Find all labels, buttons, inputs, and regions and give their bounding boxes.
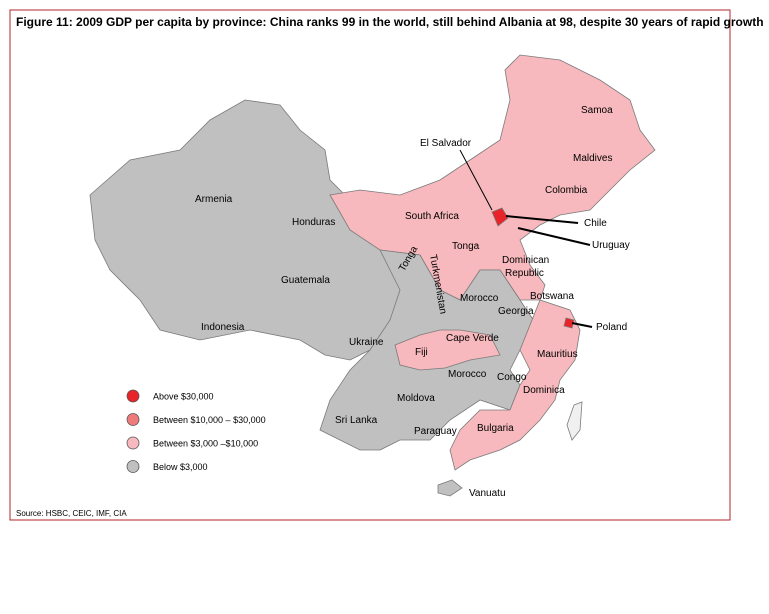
region-label: Tonga (452, 241, 480, 252)
arrow (517, 227, 591, 246)
source: Source: HSBC, CEIC, IMF, CIA (16, 509, 127, 518)
region-label: Paraguay (414, 426, 457, 437)
region-label: Armenia (195, 194, 233, 205)
region-label: Ukraine (349, 337, 384, 348)
region-shanghai (563, 317, 575, 329)
region-label: Mauritius (537, 349, 578, 360)
legend-label: Below $3,000 (153, 462, 208, 472)
region-label: Cape Verde (446, 333, 499, 344)
region-label: Moldova (397, 393, 435, 404)
region-label: Maldives (573, 153, 612, 164)
region-label: South Africa (405, 211, 459, 222)
arrow (505, 215, 579, 224)
region-label: Fiji (415, 347, 428, 358)
region-label: Congo (497, 372, 527, 383)
region-label: El Salvador (420, 138, 472, 149)
legend-label: Between $3,000 –$10,000 (153, 439, 258, 449)
region-yunnan-part (394, 329, 501, 371)
region-label: Guatemala (281, 275, 330, 286)
region-labels: Samoa Maldives Colombia El Salvador South Af… (195, 105, 630, 499)
region-label: Indonesia (201, 322, 245, 333)
region-southeast (449, 299, 581, 471)
region-label: Honduras (292, 217, 335, 228)
legend-swatch (126, 436, 140, 450)
region-label: Samoa (581, 105, 613, 116)
region-label: Chile (584, 218, 607, 229)
legend-swatch (126, 460, 140, 473)
arrows (459, 149, 593, 328)
region-label: Dominican (502, 255, 549, 266)
region-label: Republic (505, 268, 544, 279)
title: Figure 11: 2009 GDP per capita by provin… (16, 15, 764, 29)
legend-swatch (126, 389, 140, 403)
region-label: Bulgaria (477, 423, 514, 434)
region-hainan (437, 479, 463, 497)
region-label: Sri Lanka (335, 415, 378, 426)
region-label: Uruguay (592, 240, 630, 251)
region-label: Poland (596, 322, 627, 333)
region-taiwan (566, 401, 583, 441)
legend-swatch (126, 413, 140, 426)
arrow (571, 322, 593, 328)
region-label: Vanuatu (469, 488, 506, 499)
region-label: Colombia (545, 185, 588, 196)
legend-label: Between $10,000 – $30,000 (153, 415, 266, 425)
region-label: Morocco (448, 369, 487, 380)
region-label: Dominica (523, 385, 565, 396)
arrow (459, 149, 493, 211)
legend-label: Above $30,000 (153, 392, 214, 402)
legend: Above $30,000 Between $10,000 – $30,000 Be… (126, 389, 266, 473)
region-label: Morocco (460, 293, 499, 304)
frame (9, 9, 731, 521)
map (89, 54, 656, 497)
region-tianjin (491, 207, 509, 227)
region-label: Botswana (530, 291, 574, 302)
region-label: Georgia (498, 306, 534, 317)
